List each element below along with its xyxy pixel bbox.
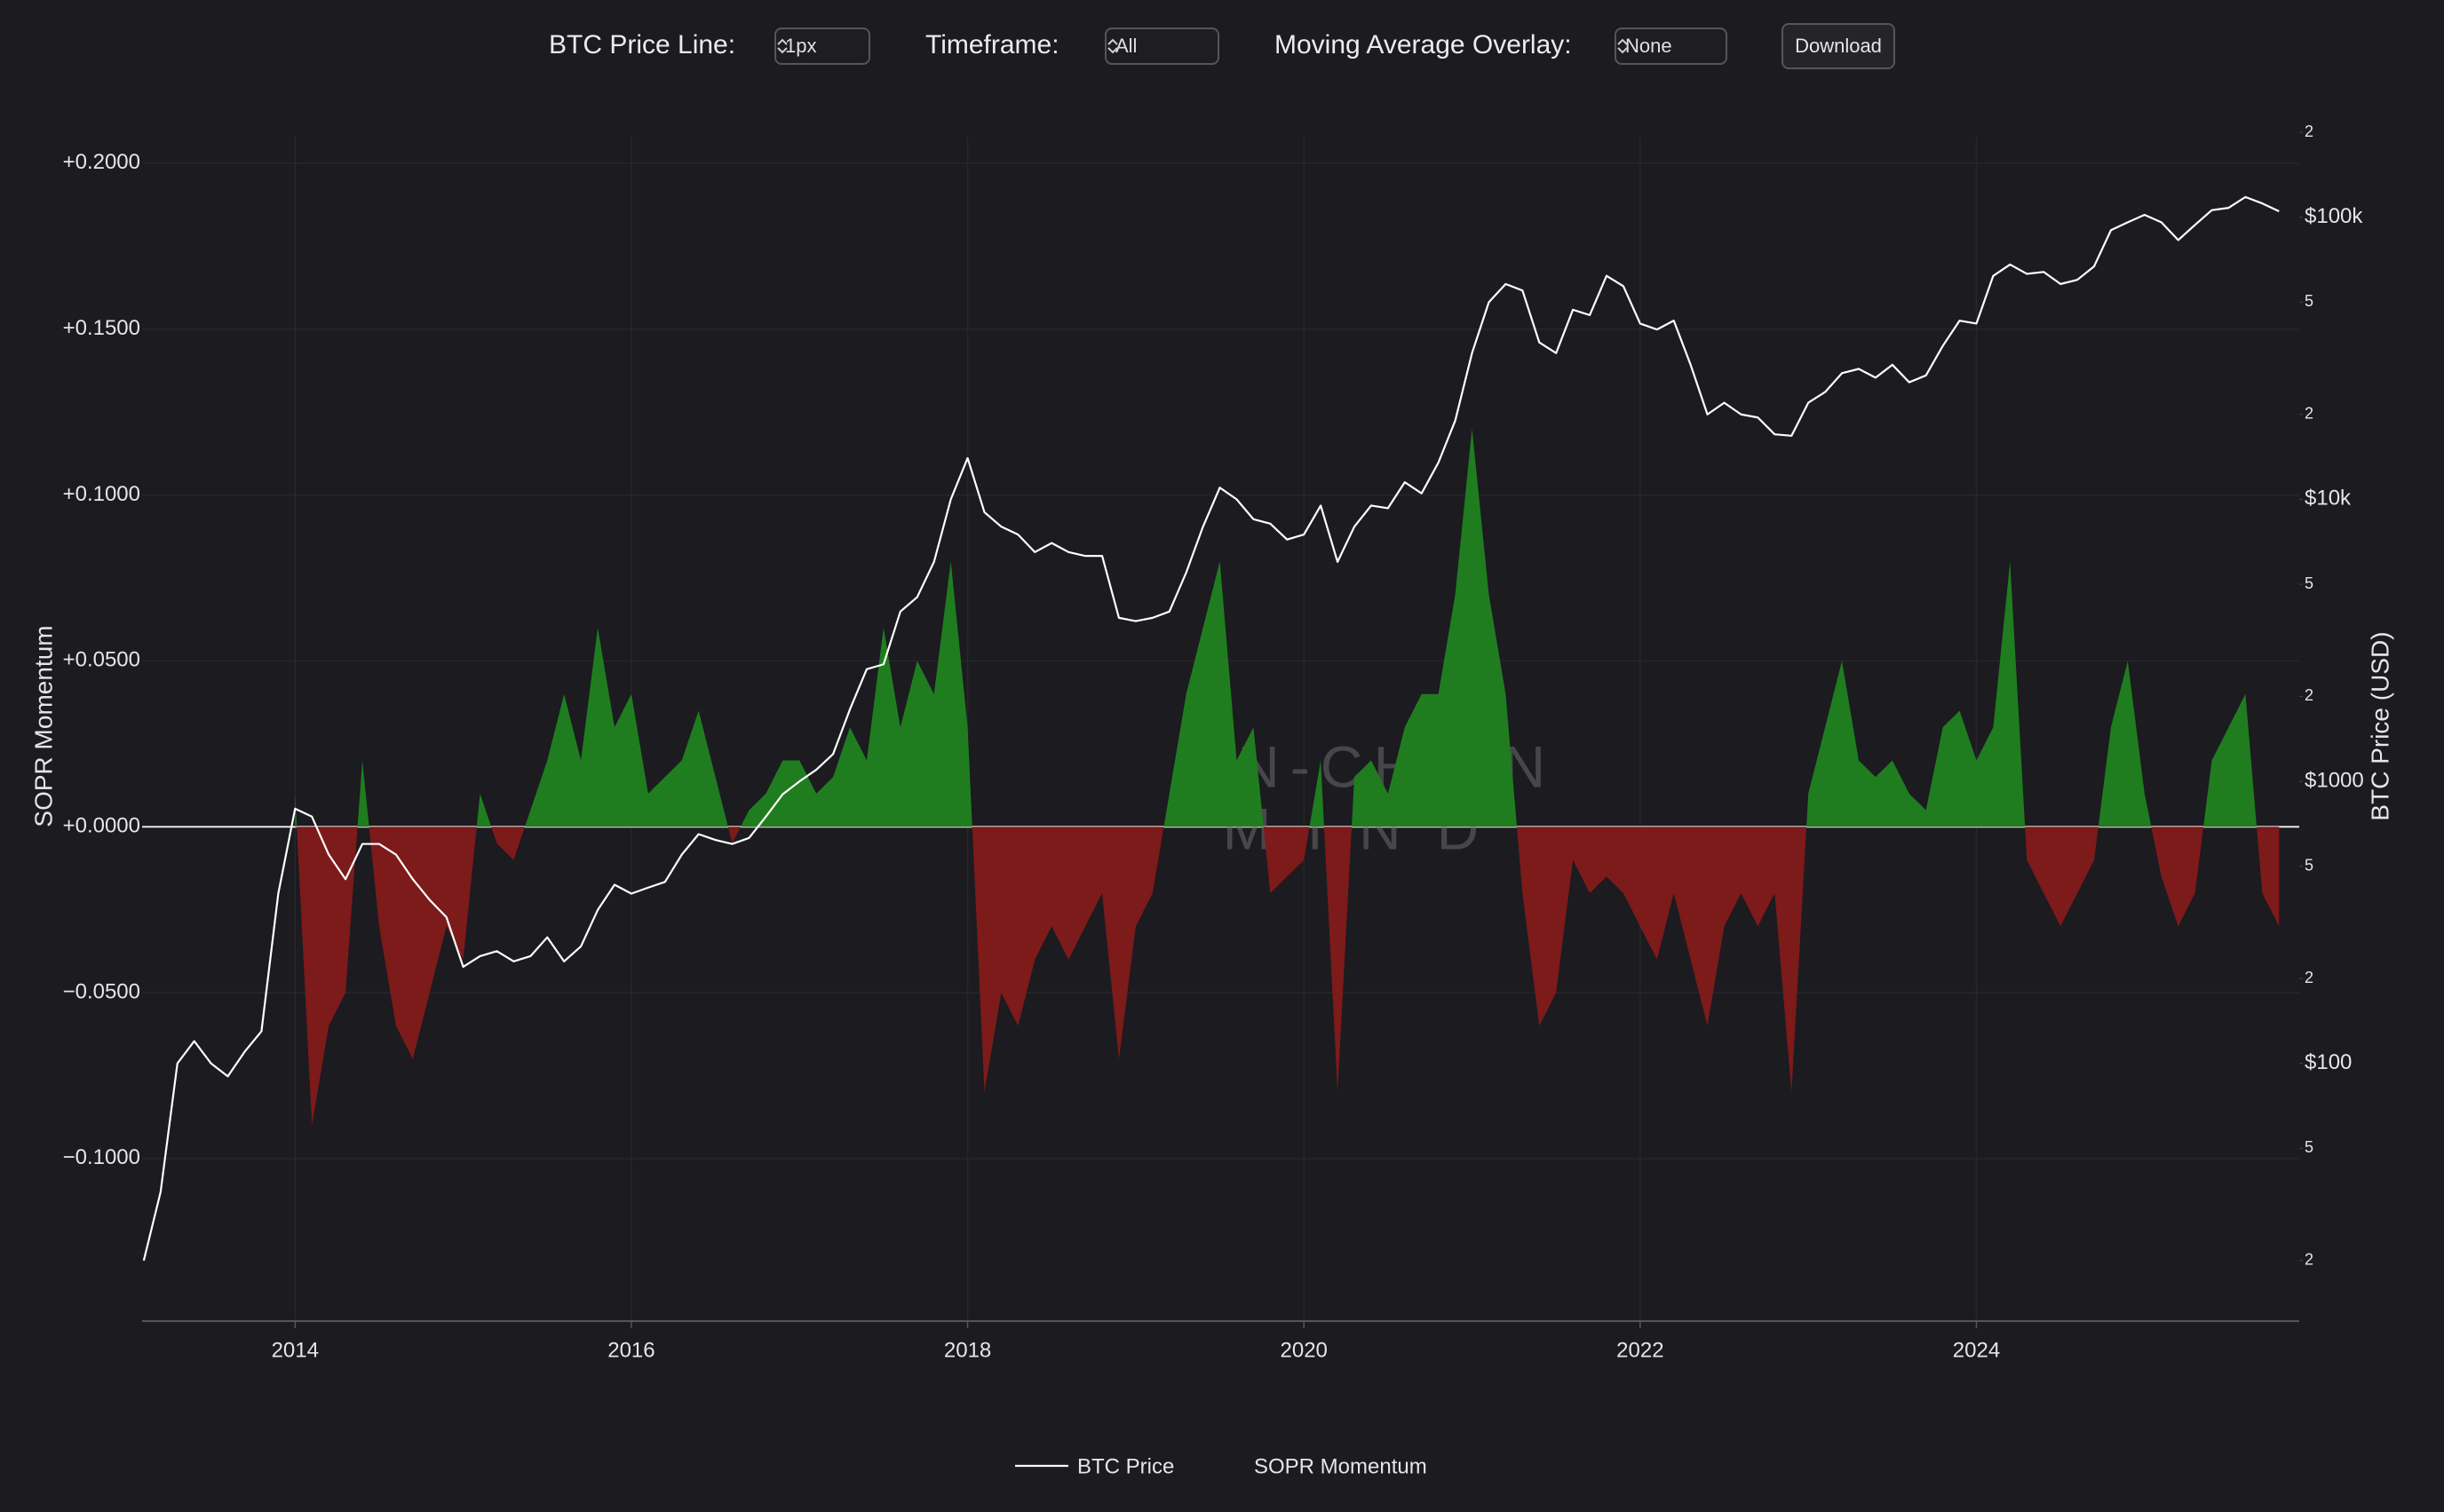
price-line <box>142 195 2280 1262</box>
x-tick-label: 2024 <box>1953 1338 2000 1362</box>
y-tick-label: +0.1000 <box>63 482 140 506</box>
x-tick-label: 2022 <box>1616 1338 1663 1362</box>
y-tick-label: +0.2000 <box>63 150 140 174</box>
y2-tick-label: $10k <box>2305 487 2352 511</box>
y2-tick-label: 5 <box>2305 292 2313 310</box>
select-value: All <box>1115 35 1138 57</box>
x-tick-label: 2016 <box>607 1338 655 1362</box>
chevron-icon <box>777 38 788 54</box>
x-tick-label: 2020 <box>1281 1338 1328 1362</box>
sopr-area <box>295 428 2280 1126</box>
control-label: Moving Average Overlay: <box>1274 30 1572 59</box>
y-axis-title: SOPR Momentum <box>29 625 57 827</box>
y2-tick-label: 2 <box>2305 1251 2313 1269</box>
y-tick-label: +0.0000 <box>63 814 140 838</box>
y-tick-label: +0.1500 <box>63 316 140 340</box>
y-tick-label: −0.1000 <box>63 1145 140 1169</box>
price-line-select[interactable]: 1px <box>774 28 870 65</box>
y-tick-label: +0.0500 <box>63 648 140 672</box>
control-label: Timeframe: <box>925 30 1059 59</box>
y2-tick-label: 5 <box>2305 1138 2313 1156</box>
x-tick-label: 2018 <box>944 1338 991 1362</box>
control-label: BTC Price Line: <box>549 30 736 59</box>
chevron-icon <box>1617 38 1628 54</box>
y2-tick-label: 2 <box>2305 969 2313 986</box>
select-value: 1px <box>785 35 817 57</box>
y2-tick-label: 5 <box>2305 574 2313 592</box>
y2-tick-label: 2 <box>2305 686 2313 704</box>
moving-average-select[interactable]: None <box>1615 28 1727 65</box>
timeframe-select[interactable]: All <box>1105 28 1219 65</box>
select-value: None <box>1625 35 1672 57</box>
y-tick-label: −0.0500 <box>63 979 140 1003</box>
chevron-icon <box>1107 38 1118 54</box>
download-button[interactable]: Download <box>1781 23 1895 69</box>
y2-tick-label: 5 <box>2305 856 2313 874</box>
y2-tick-label: 2 <box>2305 123 2313 140</box>
y2-tick-label: $1000 <box>2305 768 2364 792</box>
y2-tick-label: 2 <box>2305 405 2313 423</box>
legend-label: SOPR Momentum <box>1254 1454 1427 1478</box>
y2-tick-label: $100 <box>2305 1050 2352 1074</box>
y2-tick-label: $100k <box>2305 204 2363 228</box>
x-tick-label: 2014 <box>272 1338 319 1362</box>
y2-axis-title: BTC Price (USD) <box>2366 631 2393 820</box>
legend-label: BTC Price <box>1077 1454 1174 1478</box>
